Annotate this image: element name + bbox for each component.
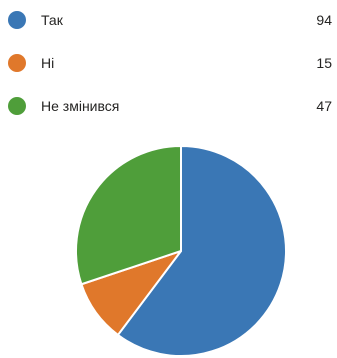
legend-label: Так bbox=[41, 12, 63, 28]
legend-count: 47 bbox=[316, 98, 332, 114]
legend-label: Ні bbox=[41, 55, 55, 71]
legend-dot-icon bbox=[8, 54, 26, 72]
pie-slice-1[interactable] bbox=[116, 145, 287, 357]
legend-count: 94 bbox=[316, 12, 332, 28]
legend-item-ni: Ні 15 bbox=[0, 53, 337, 77]
legend-dot-icon bbox=[8, 11, 26, 29]
pie-slice-3[interactable] bbox=[75, 145, 182, 286]
legend-item-tak: Так 94 bbox=[0, 10, 337, 34]
legend-count: 15 bbox=[316, 55, 332, 71]
legend-dot-icon bbox=[8, 97, 26, 115]
legend-label: Не змінився bbox=[41, 98, 120, 114]
legend-item-ne-zminyvsia: Не змінився 47 bbox=[0, 96, 337, 120]
